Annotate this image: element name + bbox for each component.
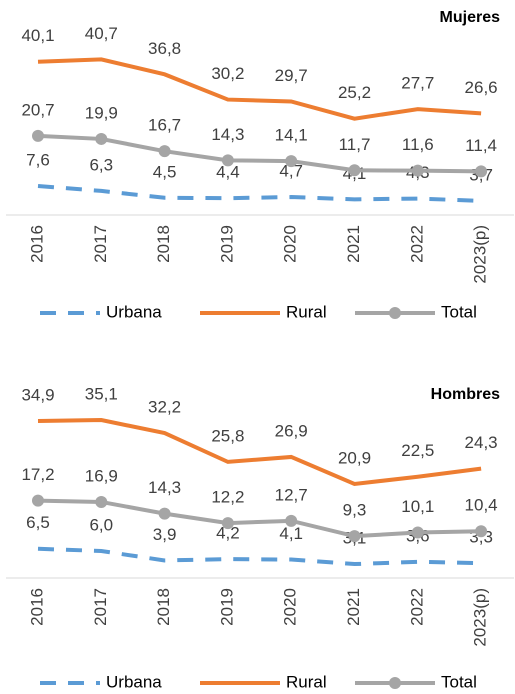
- chart-title: Hombres: [431, 386, 500, 403]
- data-label: 22,5: [401, 441, 434, 460]
- point: [348, 530, 361, 543]
- legend-label: Urbana: [106, 672, 162, 691]
- data-label: 14,3: [211, 125, 244, 144]
- x-tick-label: 2021: [344, 588, 363, 626]
- data-label: 11,7: [339, 135, 371, 154]
- x-tick-label: 2018: [154, 225, 173, 263]
- data-label: 14,1: [275, 126, 308, 145]
- data-label: 4,1: [279, 524, 303, 543]
- data-label: 40,7: [85, 24, 118, 43]
- data-label: 6,5: [26, 513, 50, 532]
- point: [475, 165, 488, 178]
- series-line: [37, 498, 482, 539]
- x-tick-label: 2023(p): [471, 588, 490, 647]
- data-label: 24,3: [465, 433, 498, 452]
- x-tick-label: 2017: [91, 225, 110, 263]
- data-label: 11,4: [465, 136, 497, 155]
- point: [411, 164, 424, 177]
- data-label: 9,3: [343, 501, 367, 520]
- data-label: 6,0: [89, 515, 113, 534]
- x-tick-label: 2021: [344, 225, 363, 263]
- data-label: 4,2: [216, 524, 240, 543]
- legend-marker: [389, 677, 401, 689]
- data-label: 10,1: [401, 497, 434, 516]
- point: [411, 526, 424, 539]
- data-label: 35,1: [85, 385, 118, 404]
- point: [221, 154, 234, 167]
- data-label: 4,5: [153, 162, 177, 181]
- data-label: 11,6: [402, 135, 434, 154]
- point: [221, 517, 234, 530]
- point: [158, 145, 171, 158]
- series-line: [37, 418, 482, 486]
- point: [32, 129, 44, 142]
- data-label: 27,7: [401, 74, 434, 93]
- legend-label: Total: [441, 672, 477, 691]
- data-label: 29,7: [275, 66, 308, 85]
- data-label: 40,1: [21, 26, 54, 45]
- series-line: [37, 183, 482, 203]
- data-label: 26,6: [465, 78, 498, 97]
- legend-marker: [389, 307, 401, 319]
- data-label: 30,2: [211, 64, 244, 83]
- point: [348, 164, 361, 177]
- data-label: 19,9: [85, 103, 118, 122]
- x-tick-label: 2016: [27, 225, 46, 263]
- point: [285, 514, 298, 527]
- data-label: 14,3: [148, 478, 181, 497]
- point: [285, 155, 298, 168]
- series-line: [37, 57, 482, 121]
- series-line: [37, 133, 482, 174]
- data-label: 16,7: [148, 116, 181, 135]
- x-tick-label: 2017: [91, 588, 110, 626]
- x-tick-label: 2023(p): [471, 225, 490, 284]
- legend-label: Rural: [286, 672, 327, 691]
- x-tick-label: 2022: [407, 588, 426, 626]
- point: [32, 494, 44, 507]
- data-label: 20,7: [21, 100, 54, 119]
- x-tick-label: 2019: [217, 225, 236, 263]
- data-label: 4,4: [216, 163, 240, 182]
- series-line: [37, 546, 482, 567]
- data-label: 3,9: [153, 525, 177, 544]
- data-label: 32,2: [148, 398, 181, 417]
- data-label: 34,9: [21, 385, 54, 404]
- x-tick-label: 2022: [407, 225, 426, 263]
- x-tick-label: 2020: [281, 588, 300, 626]
- data-label: 26,9: [275, 421, 308, 440]
- chart-title: Mujeres: [440, 9, 501, 26]
- data-label: 25,2: [338, 83, 371, 102]
- point: [475, 525, 488, 538]
- point: [158, 507, 171, 520]
- data-label: 25,8: [211, 426, 244, 445]
- data-label: 4,7: [279, 162, 303, 181]
- data-label: 12,7: [275, 485, 308, 504]
- point: [95, 495, 108, 508]
- data-label: 7,6: [26, 150, 50, 169]
- legend-label: Total: [441, 302, 477, 321]
- x-tick-label: 2020: [281, 225, 300, 263]
- data-label: 6,3: [89, 155, 113, 174]
- x-tick-label: 2019: [217, 588, 236, 626]
- data-label: 10,4: [465, 496, 498, 515]
- data-label: 36,8: [148, 39, 181, 58]
- data-label: 12,2: [211, 488, 244, 507]
- legend-label: Rural: [286, 302, 327, 321]
- data-label: 17,2: [21, 465, 54, 484]
- x-tick-label: 2018: [154, 588, 173, 626]
- data-label: 20,9: [338, 448, 371, 467]
- data-label: 16,9: [85, 466, 118, 485]
- x-tick-label: 2016: [27, 588, 46, 626]
- point: [95, 132, 108, 145]
- legend-label: Urbana: [106, 302, 162, 321]
